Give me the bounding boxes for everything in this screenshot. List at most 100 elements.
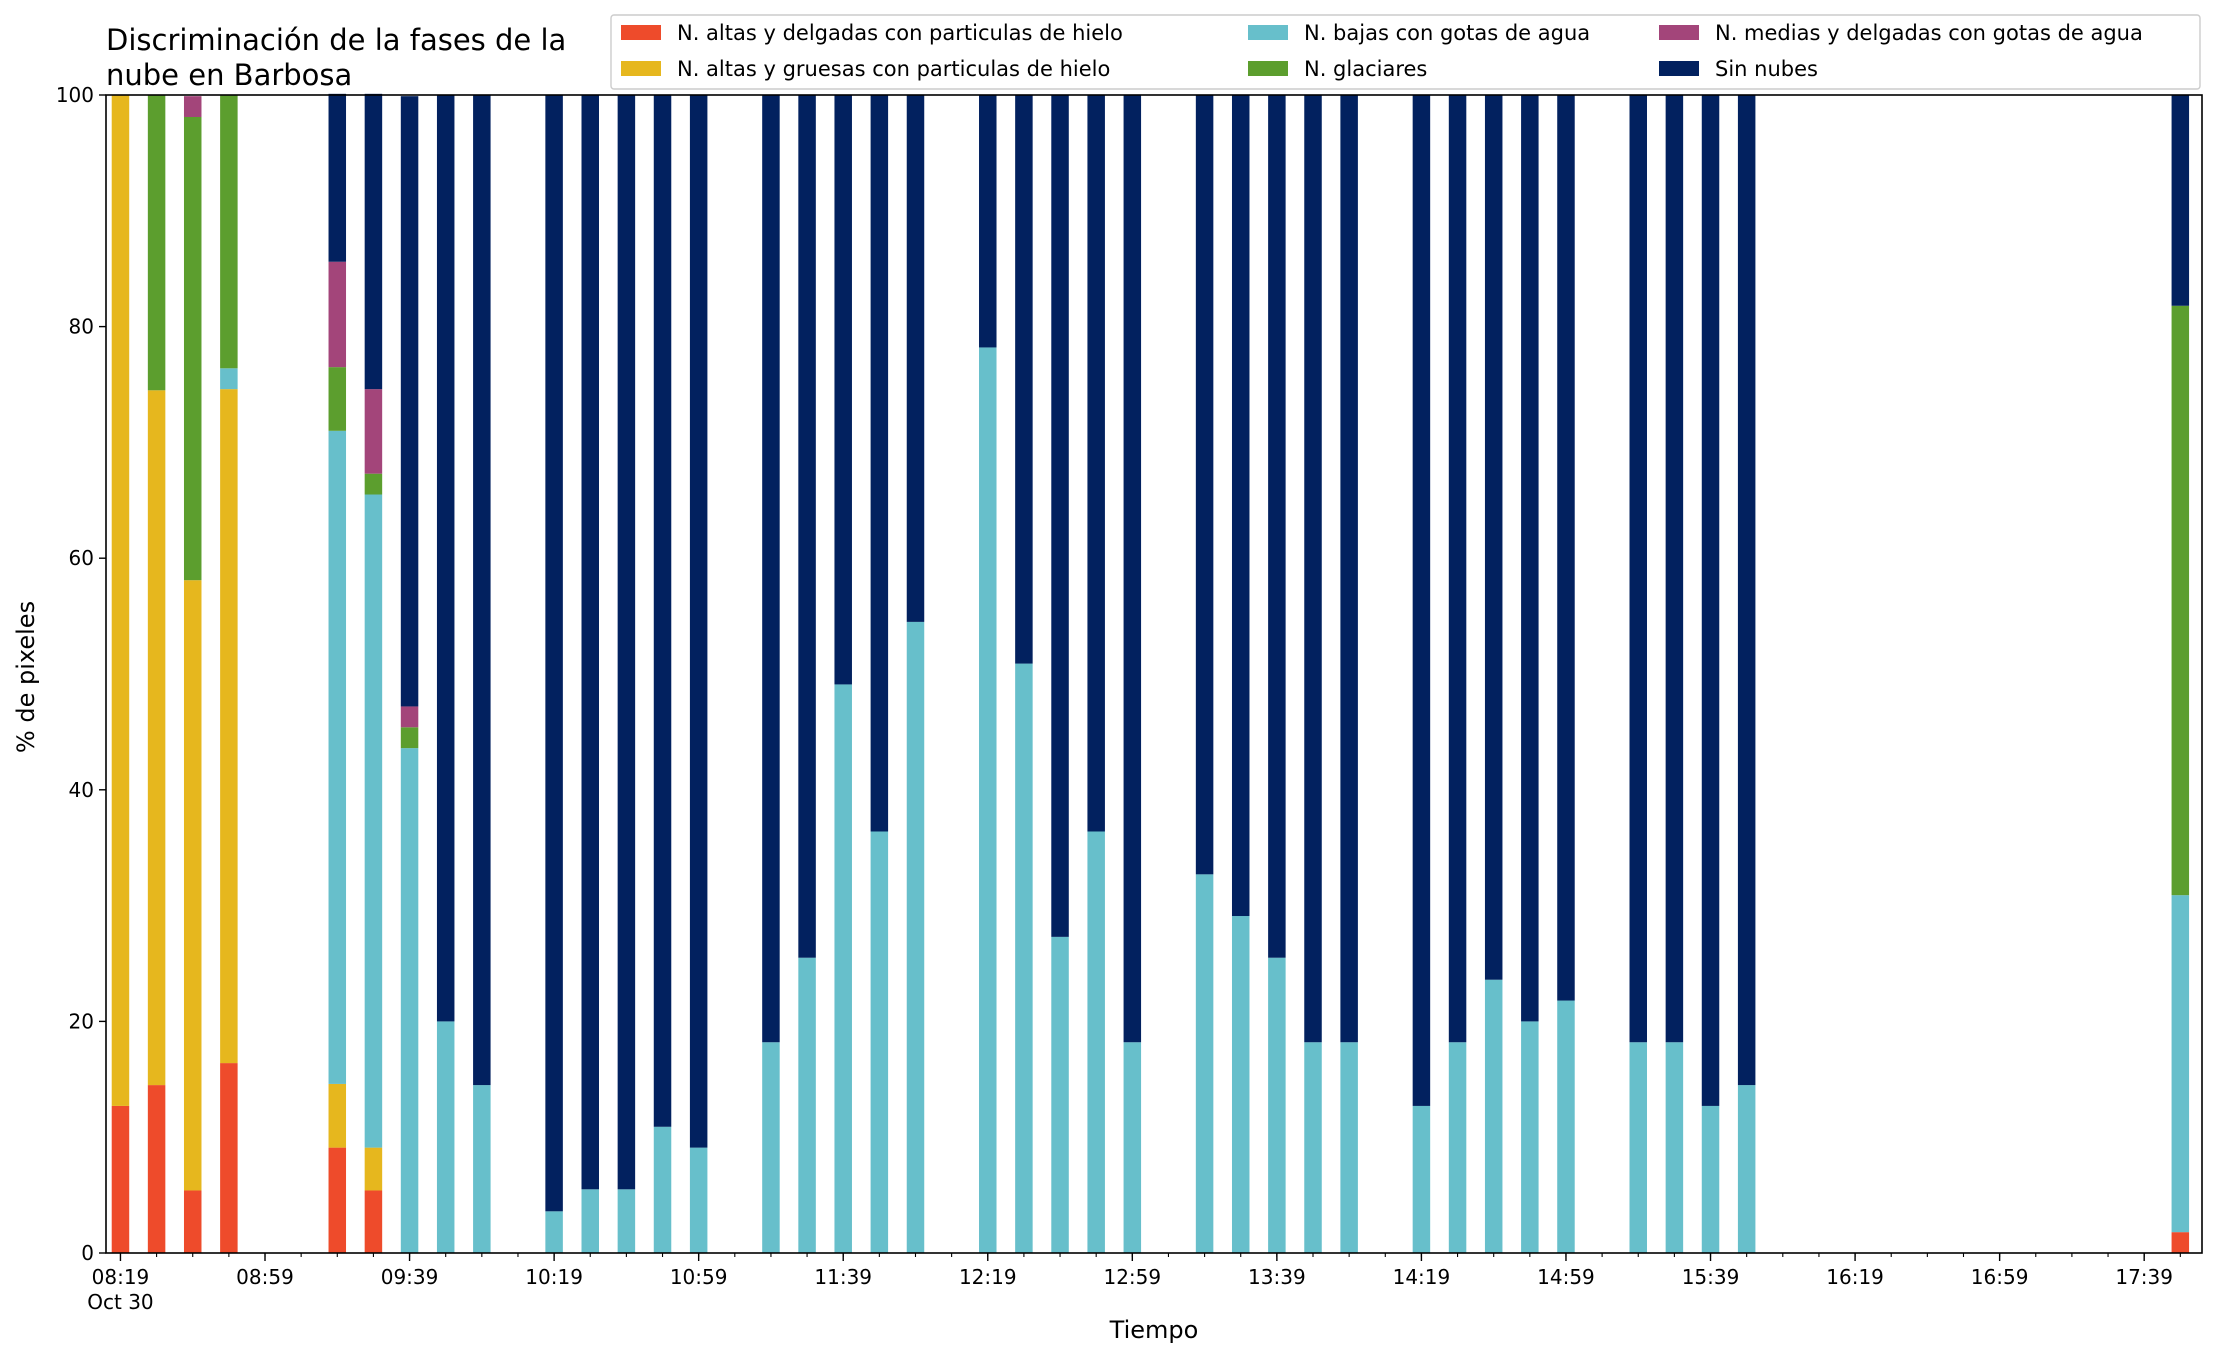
- bar-segment: [364, 389, 383, 474]
- legend-swatch: [621, 61, 661, 76]
- bar-segment: [1268, 95, 1286, 958]
- bar-segment: [2171, 1232, 2190, 1253]
- bar-segment: [400, 706, 419, 728]
- y-tick-label: 20: [69, 1009, 94, 1033]
- y-tick-label: 60: [69, 546, 94, 570]
- bar-segment: [1521, 95, 1539, 1022]
- bar-segment: [1015, 663, 1033, 1253]
- x-tick-label: 12:19: [959, 1265, 1017, 1289]
- bar-segment: [183, 1190, 202, 1253]
- y-tick-label: 0: [81, 1241, 94, 1265]
- bar-segment: [581, 1189, 599, 1253]
- bar-segment: [1665, 95, 1684, 1043]
- bar-segment: [1231, 916, 1250, 1253]
- axes: [105, 94, 2203, 1254]
- x-tick-label: 17:39: [2115, 1265, 2173, 1289]
- bar-segment: [581, 95, 599, 1190]
- bar-segment: [1412, 95, 1431, 1106]
- bar-segment: [617, 1189, 636, 1253]
- bar-segment: [1268, 957, 1286, 1253]
- y-tick-label: 40: [69, 778, 94, 802]
- bar-segment: [400, 96, 419, 707]
- bar-segment: [2171, 305, 2190, 896]
- y-tick-label: 100: [56, 83, 94, 107]
- legend-label: N. bajas con gotas de agua: [1304, 21, 1590, 45]
- legend-swatch: [1659, 61, 1699, 76]
- bar-segment: [1521, 1021, 1539, 1253]
- bar-segment: [1340, 95, 1358, 1043]
- bar-segment: [1051, 936, 1069, 1253]
- bar-segment: [1665, 1042, 1684, 1253]
- bar-segment: [473, 95, 491, 1086]
- bar-segment: [1412, 1105, 1431, 1253]
- bar-segment: [328, 1083, 347, 1148]
- bar-segment: [1448, 1042, 1467, 1253]
- bar-segment: [364, 1190, 383, 1253]
- bar-segment: [798, 957, 816, 1253]
- legend: N. altas y delgadas con particulas de hi…: [610, 14, 2201, 90]
- bar-segment: [1087, 831, 1105, 1253]
- x-tick-label: 14:59: [1537, 1265, 1595, 1289]
- x-tick-label: 08:59: [236, 1265, 294, 1289]
- x-tick-label: 16:59: [1971, 1265, 2029, 1289]
- bar-segment: [220, 389, 238, 1064]
- bar-segment: [689, 1147, 708, 1253]
- bar-segment: [328, 261, 347, 368]
- bar-segment: [147, 95, 166, 391]
- x-tick-label: 15:39: [1682, 1265, 1740, 1289]
- bar-segment: [617, 95, 636, 1190]
- bar-segment: [1448, 95, 1467, 1043]
- bar-segment: [220, 1063, 238, 1253]
- bar-segment: [364, 1147, 383, 1191]
- bar-segment: [689, 95, 708, 1148]
- bar-segment: [220, 368, 238, 390]
- plot-frame: [105, 94, 2203, 1254]
- legend-label: N. altas y delgadas con particulas de hi…: [677, 21, 1123, 45]
- bar-segment: [906, 621, 925, 1253]
- legend-label: N. altas y gruesas con particulas de hie…: [677, 57, 1110, 81]
- bar-segment: [906, 95, 925, 622]
- bar-segment: [1629, 95, 1647, 1043]
- x-tick-label: 09:39: [381, 1265, 439, 1289]
- bar-segment: [979, 347, 997, 1253]
- x-tick-label: 12:59: [1103, 1265, 1161, 1289]
- bar-segment: [364, 494, 383, 1148]
- bar-segment: [1231, 95, 1250, 917]
- bar-segment: [1087, 95, 1105, 832]
- bar-segment: [545, 1211, 563, 1253]
- bar-segment: [653, 95, 672, 1127]
- bar-segment: [183, 117, 202, 581]
- bar-segment: [653, 1126, 672, 1253]
- x-tick-label: 10:19: [525, 1265, 583, 1289]
- chart-title: Discriminación de la fases de la nube en …: [106, 23, 566, 92]
- bar-segment: [1737, 1085, 1756, 1253]
- legend-swatch: [1248, 61, 1288, 76]
- bar-segment: [1123, 1042, 1142, 1253]
- bar-segment: [1340, 1042, 1358, 1253]
- x-axis-label: Tiempo: [1109, 1316, 1199, 1344]
- bar-segment: [834, 95, 852, 685]
- bar-segment: [1484, 95, 1503, 980]
- bar-segment: [1304, 95, 1322, 1043]
- bar-segment: [1015, 95, 1033, 664]
- bar-segment: [364, 93, 383, 390]
- bar-segment: [328, 430, 347, 1084]
- bar-segment: [1195, 874, 1214, 1253]
- legend-label: N. medias y delgadas con gotas de agua: [1715, 21, 2143, 45]
- bar-segment: [400, 748, 419, 1253]
- x-tick-label: 08:19: [92, 1265, 150, 1289]
- bar-segment: [1701, 1105, 1720, 1253]
- bar-segment: [1701, 95, 1720, 1106]
- bar-segment: [1304, 1042, 1322, 1253]
- legend-swatch: [621, 25, 661, 40]
- bar-segment: [979, 95, 997, 348]
- bar-segment: [364, 473, 383, 495]
- bar-segment: [1557, 1000, 1575, 1253]
- y-axis-label: % de pixeles: [12, 601, 40, 753]
- bar-segment: [328, 367, 347, 431]
- bar-segment: [400, 727, 419, 749]
- x-tick-label: 10:59: [670, 1265, 728, 1289]
- bar-segment: [1123, 95, 1142, 1043]
